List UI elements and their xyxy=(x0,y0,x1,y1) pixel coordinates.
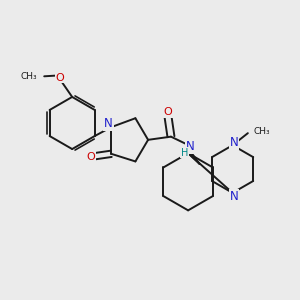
Text: O: O xyxy=(164,107,172,117)
Text: H: H xyxy=(181,148,188,158)
Text: N: N xyxy=(230,190,238,202)
Text: N: N xyxy=(230,136,238,148)
Text: N: N xyxy=(186,140,195,153)
Text: N: N xyxy=(104,118,113,130)
Text: CH₃: CH₃ xyxy=(21,72,37,81)
Text: O: O xyxy=(87,152,96,162)
Text: CH₃: CH₃ xyxy=(254,127,270,136)
Text: O: O xyxy=(56,73,64,82)
